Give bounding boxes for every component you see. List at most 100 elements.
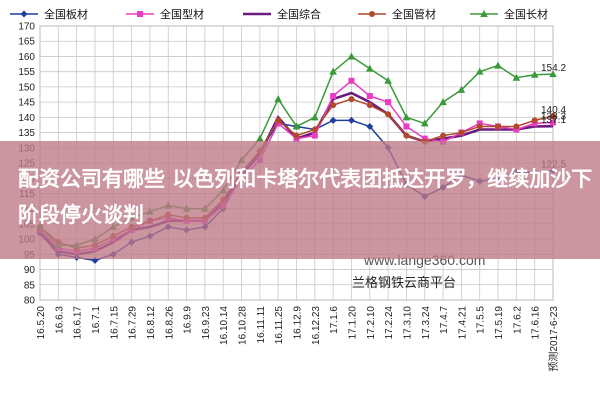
x-tick-label: 16.10.14 bbox=[219, 306, 230, 345]
x-tick-label: 17.1.20 bbox=[347, 306, 358, 340]
y-tick-label: 85 bbox=[24, 280, 36, 291]
data-point bbox=[531, 120, 538, 127]
data-point bbox=[458, 129, 465, 136]
x-tick-label: 16.6.3 bbox=[54, 306, 65, 334]
legend-label: 全国板材 bbox=[44, 7, 88, 21]
x-tick-label: 17.2.24 bbox=[384, 306, 395, 340]
legend-item: 全国板材 bbox=[10, 7, 88, 21]
data-point bbox=[311, 126, 318, 133]
data-point bbox=[476, 123, 483, 130]
data-point bbox=[20, 10, 28, 18]
data-point bbox=[385, 99, 392, 106]
end-value-label: 138.3 bbox=[541, 112, 566, 123]
x-tick-label: 17.3.24 bbox=[421, 306, 432, 340]
x-tick-label: 预测2017-6-23 bbox=[547, 306, 560, 372]
x-tick-label: 17.5.5 bbox=[476, 306, 487, 334]
data-point bbox=[366, 122, 374, 130]
data-point bbox=[513, 126, 520, 133]
data-point bbox=[402, 113, 411, 121]
end-value-label: 154.2 bbox=[541, 63, 566, 74]
data-point bbox=[403, 123, 410, 130]
y-tick-label: 170 bbox=[18, 22, 35, 33]
legend-label: 全国型材 bbox=[160, 7, 204, 21]
legend-label: 全国长材 bbox=[504, 7, 548, 21]
y-tick-label: 145 bbox=[18, 98, 35, 109]
y-tick-label: 80 bbox=[24, 296, 36, 307]
x-tick-label: 16.11.25 bbox=[274, 306, 285, 345]
x-tick-label: 16.7.29 bbox=[128, 306, 139, 340]
x-tick-label: 16.11.11 bbox=[256, 306, 267, 344]
banner-headline[interactable]: 配资公司有哪些 以色列和卡塔尔代表团抵达开罗，继续加沙下阶段停火谈判 bbox=[18, 167, 593, 227]
x-tick-label: 17.4.7 bbox=[439, 306, 450, 334]
data-point bbox=[348, 96, 355, 103]
data-point bbox=[347, 52, 356, 60]
x-tick-label: 16.8.12 bbox=[146, 306, 157, 340]
x-tick-label: 17.2.10 bbox=[366, 306, 377, 340]
data-point bbox=[457, 85, 466, 93]
legend: 全国板材 全国型材 全国综合 全国管材 全国长材 bbox=[10, 7, 548, 21]
x-tick-label: 16.5.20 bbox=[36, 306, 47, 340]
y-tick-label: 165 bbox=[18, 37, 35, 48]
data-point bbox=[293, 135, 300, 142]
data-point bbox=[347, 116, 355, 124]
data-point bbox=[403, 132, 410, 139]
x-tick-label: 16.8.26 bbox=[164, 306, 175, 340]
data-point bbox=[366, 102, 373, 109]
data-point bbox=[275, 120, 282, 127]
data-point bbox=[480, 10, 488, 17]
data-point bbox=[530, 70, 539, 78]
data-point bbox=[385, 111, 392, 118]
y-tick-label: 160 bbox=[18, 52, 35, 63]
data-point bbox=[330, 102, 337, 109]
x-tick-label: 16.12.9 bbox=[293, 306, 304, 340]
data-point bbox=[439, 98, 447, 106]
end-value-label: 137.1 bbox=[541, 115, 566, 126]
x-tick-label: 16.7.15 bbox=[109, 306, 120, 340]
data-point bbox=[256, 134, 264, 142]
data-point bbox=[274, 95, 282, 103]
data-point bbox=[512, 73, 521, 81]
data-point bbox=[348, 77, 355, 84]
x-tick-label: 17.3.10 bbox=[402, 306, 413, 340]
legend-item: 全国型材 bbox=[126, 7, 204, 21]
data-point bbox=[365, 64, 374, 72]
data-point bbox=[329, 116, 337, 124]
data-point bbox=[384, 76, 392, 84]
data-point bbox=[369, 11, 375, 17]
y-tick-label: 135 bbox=[18, 128, 35, 139]
y-tick-label: 140 bbox=[18, 113, 35, 124]
x-tick-label: 17.4.21 bbox=[457, 306, 468, 340]
data-point bbox=[549, 70, 557, 78]
legend-item: 全国管材 bbox=[358, 7, 436, 21]
data-point bbox=[550, 119, 556, 126]
y-tick-label: 90 bbox=[24, 265, 36, 276]
data-point bbox=[275, 117, 282, 124]
data-point bbox=[420, 119, 429, 127]
data-point bbox=[329, 67, 337, 75]
watermark-platform: 兰格钢铁云商平台 bbox=[352, 275, 457, 290]
x-tick-label: 17.6.16 bbox=[531, 306, 542, 340]
x-tick-label: 17.5.19 bbox=[494, 306, 505, 340]
data-point bbox=[495, 123, 502, 130]
data-point bbox=[531, 117, 538, 124]
legend-item: 全国长材 bbox=[470, 7, 548, 21]
legend-label: 全国管材 bbox=[392, 7, 436, 21]
x-axis: 16.5.20 16.6.3 16.6.17 16.7.1 16.7.15 16.7.29… bbox=[36, 306, 560, 372]
end-value-label: 140.4 bbox=[541, 105, 566, 116]
data-point bbox=[476, 120, 483, 127]
data-point bbox=[292, 122, 301, 130]
y-tick-label: 150 bbox=[18, 82, 35, 93]
overlay-banner: 配资公司有哪些 以色列和卡塔尔代表团抵达开罗，继续加沙下阶段停火谈判 bbox=[0, 141, 600, 259]
data-point bbox=[311, 113, 319, 121]
data-point bbox=[494, 61, 502, 69]
data-point bbox=[421, 135, 428, 142]
data-point bbox=[311, 132, 318, 139]
x-tick-label: 17.6.2 bbox=[512, 306, 523, 334]
y-tick-label: 155 bbox=[18, 67, 35, 78]
x-tick-label: 16.6.17 bbox=[73, 306, 84, 340]
x-tick-label: 16.9.23 bbox=[201, 306, 212, 340]
data-point bbox=[513, 123, 520, 130]
x-tick-label: 16.10.28 bbox=[238, 306, 249, 345]
data-point bbox=[137, 11, 143, 17]
data-point bbox=[293, 132, 300, 139]
